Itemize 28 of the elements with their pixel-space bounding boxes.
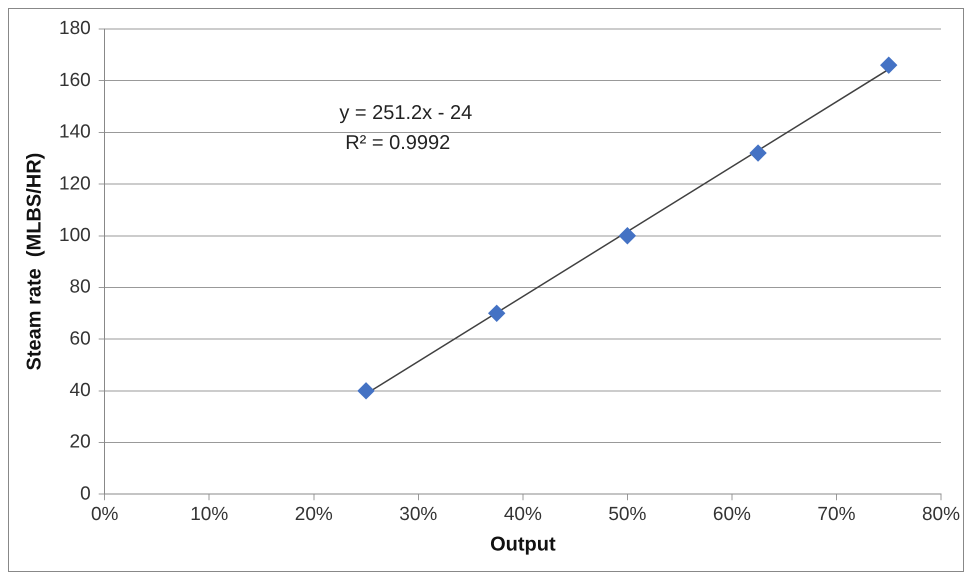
y-tick-label: 80 [70, 276, 91, 298]
x-tick-label: 80% [922, 504, 960, 525]
y-tick-label: 60 [70, 328, 91, 350]
y-tick-label: 100 [59, 224, 91, 246]
x-tick-label: 20% [294, 504, 333, 525]
y-tick-label: 120 [59, 173, 91, 194]
point [358, 382, 375, 400]
x-tick-label: 60% [712, 504, 752, 525]
annotation: R² = 0.9992 [345, 132, 450, 154]
point [618, 227, 636, 244]
y-tick-label: 20 [70, 432, 91, 453]
x-tick-label: 30% [399, 504, 438, 525]
y-tick-label: 40 [70, 380, 91, 402]
y-tick-label: 160 [59, 70, 91, 91]
x-tick-label: 70% [817, 504, 856, 525]
x-tick-label: 50% [608, 504, 646, 525]
point [880, 56, 898, 74]
y-tick-label: 140 [59, 122, 91, 143]
x-axis-title: Output [490, 534, 556, 556]
x-tick-label: 10% [190, 504, 228, 525]
y-axis-title: Steam rate (MLBS/HR) [24, 152, 46, 371]
y-tick-label: 180 [59, 18, 91, 40]
y-tick-label: 0 [80, 483, 91, 504]
point [750, 144, 767, 162]
point [488, 304, 506, 322]
x-tick-label: 40% [504, 504, 542, 525]
x-tick-label: 0% [90, 504, 119, 525]
annotation: y = 251.2x - 24 [339, 102, 472, 124]
